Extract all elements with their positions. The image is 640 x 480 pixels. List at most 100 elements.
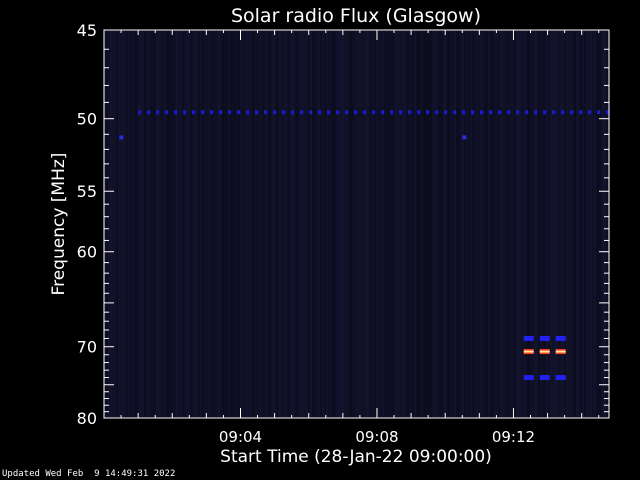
interference-dash	[606, 110, 610, 115]
noise-column	[346, 31, 348, 417]
noise-column	[356, 31, 358, 417]
noise-column	[382, 31, 384, 417]
noise-column	[218, 31, 220, 417]
noise-column	[420, 31, 422, 417]
noise-column	[604, 31, 606, 417]
noise-column	[112, 31, 114, 417]
burst-segment	[523, 335, 534, 341]
interference-dash	[597, 110, 601, 115]
noise-column	[406, 31, 408, 417]
interference-dash	[291, 110, 295, 115]
noise-column	[394, 31, 396, 417]
interference-dash	[282, 110, 286, 115]
noise-column	[180, 31, 182, 417]
noise-column	[544, 31, 546, 417]
noise-column	[314, 31, 316, 417]
noise-column	[478, 31, 480, 417]
interference-dash	[372, 110, 376, 115]
noise-column	[476, 31, 478, 417]
noise-column	[184, 31, 186, 417]
x-tick-label: 09:04	[219, 428, 262, 446]
noise-column	[472, 31, 474, 417]
noise-column	[142, 31, 144, 417]
x-axis: 09:04 09:08 09:12	[103, 30, 600, 446]
noise-column	[106, 31, 108, 417]
interference-dash	[444, 110, 448, 115]
noise-column	[398, 31, 400, 417]
noise-column	[186, 31, 188, 417]
noise-column	[402, 31, 404, 417]
interference-dash	[336, 110, 340, 115]
interference-dash	[435, 110, 439, 115]
noise-column	[130, 31, 132, 417]
y-tick-label: 60	[77, 243, 97, 262]
noise-column	[234, 31, 236, 417]
noise-column	[574, 31, 576, 417]
noise-column	[220, 31, 222, 417]
noise-column	[200, 31, 202, 417]
noise-column	[146, 31, 148, 417]
noise-column	[492, 31, 494, 417]
interference-dash	[588, 110, 592, 115]
noise-column	[430, 31, 432, 417]
interference-dot-51mhz-b	[462, 135, 467, 140]
noise-column	[188, 31, 190, 417]
noise-column	[516, 31, 518, 417]
noise-column	[482, 31, 484, 417]
noise-column	[444, 31, 446, 417]
noise-column	[558, 31, 560, 417]
noise-column	[428, 31, 430, 417]
noise-column	[586, 31, 588, 417]
noise-column	[306, 31, 308, 417]
band-70mhz	[523, 349, 566, 355]
noise-column	[438, 31, 440, 417]
noise-column	[388, 31, 390, 417]
noise-column	[206, 31, 208, 417]
noise-column	[522, 31, 524, 417]
noise-column	[518, 31, 520, 417]
noise-column	[168, 31, 170, 417]
band-74mhz	[523, 375, 566, 381]
noise-column	[282, 31, 284, 417]
noise-column	[292, 31, 294, 417]
noise-column	[386, 31, 388, 417]
interference-dash	[462, 110, 466, 115]
noise-column	[228, 31, 230, 417]
interference-dash	[381, 110, 385, 115]
interference-dash	[228, 110, 232, 115]
noise-column	[408, 31, 410, 417]
noise-column	[480, 31, 482, 417]
noise-column	[194, 31, 196, 417]
interference-dash	[192, 110, 196, 115]
interference-dash	[561, 110, 565, 115]
y-tick-label: 50	[77, 110, 97, 129]
noise-column	[452, 31, 454, 417]
noise-column	[214, 31, 216, 417]
noise-column	[166, 31, 168, 417]
noise-column	[488, 31, 490, 417]
noise-column	[212, 31, 214, 417]
noise-column	[512, 31, 514, 417]
noise-column	[506, 31, 508, 417]
noise-column	[334, 31, 336, 417]
noise-column	[412, 31, 414, 417]
noise-column	[274, 31, 276, 417]
noise-column	[182, 31, 184, 417]
noise-column	[216, 31, 218, 417]
burst-segment	[523, 375, 534, 381]
noise-column	[304, 31, 306, 417]
noise-column	[562, 31, 564, 417]
interference-dash	[516, 110, 520, 115]
noise-column	[424, 31, 426, 417]
y-tick-label: 45	[77, 21, 97, 40]
noise-column	[468, 31, 470, 417]
noise-column	[108, 31, 110, 417]
noise-column	[540, 31, 542, 417]
y-tick-label: 70	[77, 338, 97, 357]
interference-dash	[426, 110, 430, 115]
noise-column	[320, 31, 322, 417]
noise-column	[148, 31, 150, 417]
noise-column	[236, 31, 238, 417]
interference-dash	[174, 110, 178, 115]
